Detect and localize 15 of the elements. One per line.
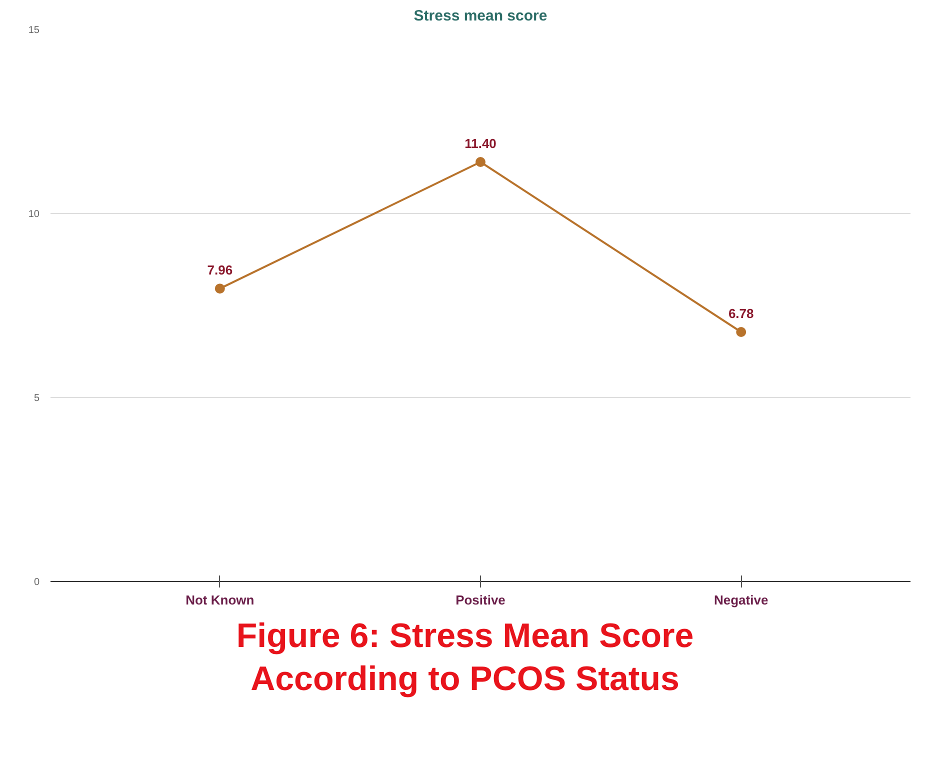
y-tick-label: 5 xyxy=(34,393,40,404)
text: 7.96 xyxy=(207,262,233,278)
text: 6.78 xyxy=(728,306,754,321)
text: 11.40 xyxy=(464,136,496,151)
point xyxy=(736,327,746,337)
y-tick-label: 15 xyxy=(28,25,40,36)
y-tick-label: 0 xyxy=(34,577,40,588)
point xyxy=(476,156,486,167)
point xyxy=(214,284,225,294)
chart-title: Stress mean score xyxy=(414,8,548,24)
x-tick-label: Positive xyxy=(456,592,506,608)
y-tick-label: 10 xyxy=(28,209,40,220)
caption: Figure 6: Stress Mean Score According to PCOS Status xyxy=(235,616,695,700)
x-tick-label: Not Known xyxy=(186,592,254,608)
x-tick-label: Negative xyxy=(714,592,768,608)
